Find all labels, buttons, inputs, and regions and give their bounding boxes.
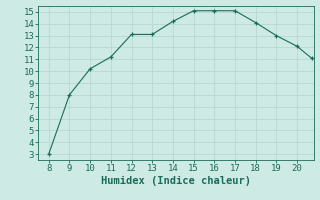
X-axis label: Humidex (Indice chaleur): Humidex (Indice chaleur) <box>101 176 251 186</box>
